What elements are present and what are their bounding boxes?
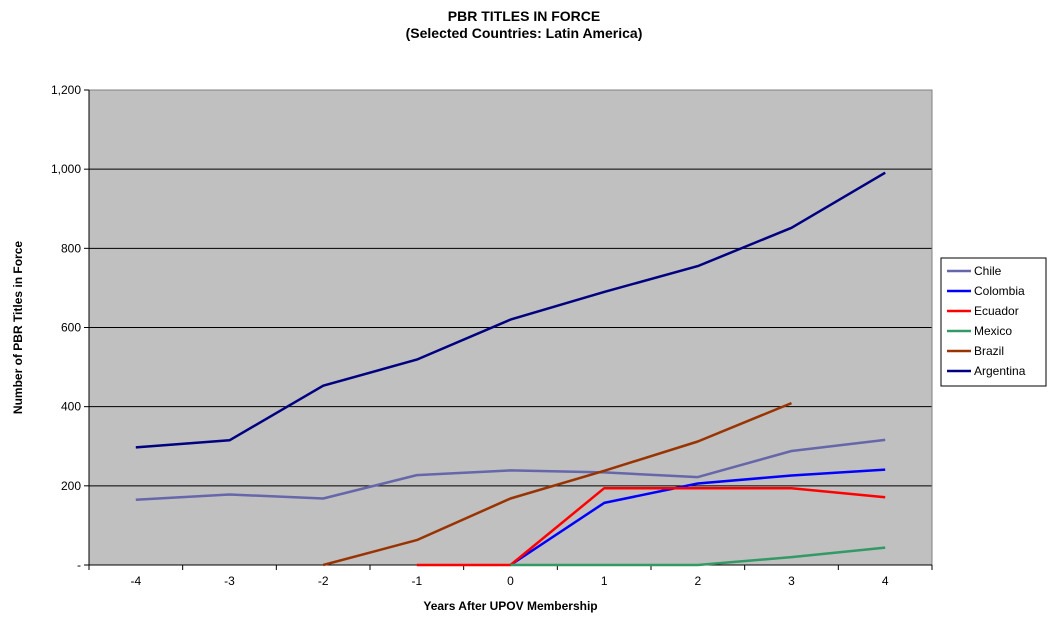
x-tick-label: -3	[224, 574, 235, 588]
legend-entry-colombia: Colombia	[974, 284, 1025, 298]
y-tick-label: 1,000	[51, 162, 81, 176]
y-tick-label: 800	[61, 241, 81, 255]
y-axis-ticks: - 200 400 600 800 1,000 1,200	[51, 83, 89, 572]
x-tick-label: 0	[507, 574, 514, 588]
series-line-mexico	[510, 546, 886, 567]
legend-entry-argentina: Argentina	[974, 364, 1026, 378]
x-tick-label: 2	[694, 574, 701, 588]
chart-title: PBR TITLES IN FORCE	[447, 8, 601, 24]
x-tick-label: -2	[318, 574, 329, 588]
y-tick-label: 200	[61, 479, 81, 493]
x-tick-label: 3	[788, 574, 795, 588]
y-tick-label: -	[77, 558, 81, 572]
legend-entry-chile: Chile	[974, 264, 1002, 278]
series-line-colombia	[509, 468, 886, 567]
x-tick-label: 4	[882, 574, 889, 588]
y-tick-label: 600	[61, 321, 81, 335]
legend-box	[940, 257, 1047, 387]
y-axis-label: Number of PBR Titles in Force	[11, 241, 25, 414]
y-tick-label: 400	[61, 400, 81, 414]
chart-subtitle: (Selected Countries: Latin America)	[405, 25, 643, 41]
legend: Chile Colombia Ecuador Mexico Brazil Argentin…	[940, 257, 1047, 387]
series-line-argentina	[135, 171, 886, 449]
x-tick-label: -1	[411, 574, 422, 588]
x-axis-ticks: -4 -3 -2 -1 0 1 2 3 4	[88, 565, 933, 588]
series-line-chile	[135, 438, 886, 501]
x-tick-label: 1	[601, 574, 608, 588]
series-lines	[135, 171, 886, 567]
legend-entry-mexico: Mexico	[974, 324, 1012, 338]
x-tick-label: -4	[130, 574, 141, 588]
series-line-ecuador	[416, 486, 886, 567]
legend-entry-brazil: Brazil	[974, 344, 1004, 358]
y-tick-label: 1,200	[51, 83, 81, 97]
series-line-brazil	[322, 401, 792, 567]
x-axis-label: Years After UPOV Membership	[423, 599, 597, 613]
legend-entry-ecuador: Ecuador	[974, 304, 1019, 318]
